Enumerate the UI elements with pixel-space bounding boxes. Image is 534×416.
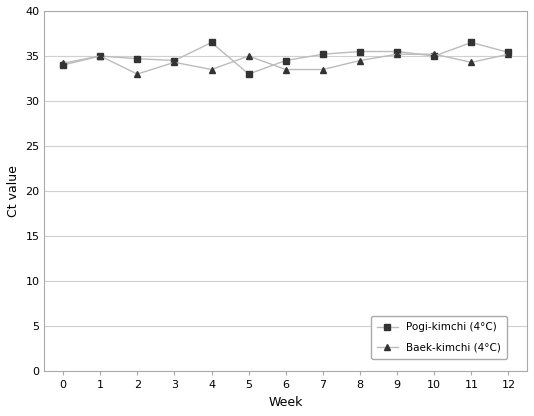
Pogi-kimchi (4°C) xyxy=(394,49,400,54)
Baek-kimchi (4°C) xyxy=(246,54,252,59)
Pogi-kimchi (4°C) xyxy=(357,49,363,54)
Pogi-kimchi (4°C) xyxy=(134,56,140,61)
Pogi-kimchi (4°C) xyxy=(208,40,215,45)
Baek-kimchi (4°C) xyxy=(97,54,104,59)
Pogi-kimchi (4°C) xyxy=(171,58,178,63)
Pogi-kimchi (4°C) xyxy=(431,54,437,59)
Pogi-kimchi (4°C) xyxy=(505,50,512,55)
Baek-kimchi (4°C) xyxy=(505,52,512,57)
Baek-kimchi (4°C) xyxy=(60,61,66,66)
Baek-kimchi (4°C) xyxy=(394,52,400,57)
Pogi-kimchi (4°C) xyxy=(320,52,326,57)
Baek-kimchi (4°C) xyxy=(468,60,475,65)
Pogi-kimchi (4°C) xyxy=(468,40,475,45)
Pogi-kimchi (4°C) xyxy=(97,54,104,59)
Baek-kimchi (4°C) xyxy=(171,60,178,65)
Baek-kimchi (4°C) xyxy=(282,67,289,72)
Y-axis label: Ct value: Ct value xyxy=(7,165,20,217)
Baek-kimchi (4°C) xyxy=(357,58,363,63)
Line: Baek-kimchi (4°C): Baek-kimchi (4°C) xyxy=(60,51,512,77)
Pogi-kimchi (4°C) xyxy=(246,72,252,77)
Baek-kimchi (4°C) xyxy=(208,67,215,72)
Baek-kimchi (4°C) xyxy=(320,67,326,72)
Line: Pogi-kimchi (4°C): Pogi-kimchi (4°C) xyxy=(60,39,512,77)
Baek-kimchi (4°C) xyxy=(431,52,437,57)
X-axis label: Week: Week xyxy=(269,396,303,409)
Baek-kimchi (4°C) xyxy=(134,72,140,77)
Legend: Pogi-kimchi (4°C), Baek-kimchi (4°C): Pogi-kimchi (4°C), Baek-kimchi (4°C) xyxy=(371,316,507,359)
Pogi-kimchi (4°C) xyxy=(282,58,289,63)
Pogi-kimchi (4°C) xyxy=(60,62,66,67)
